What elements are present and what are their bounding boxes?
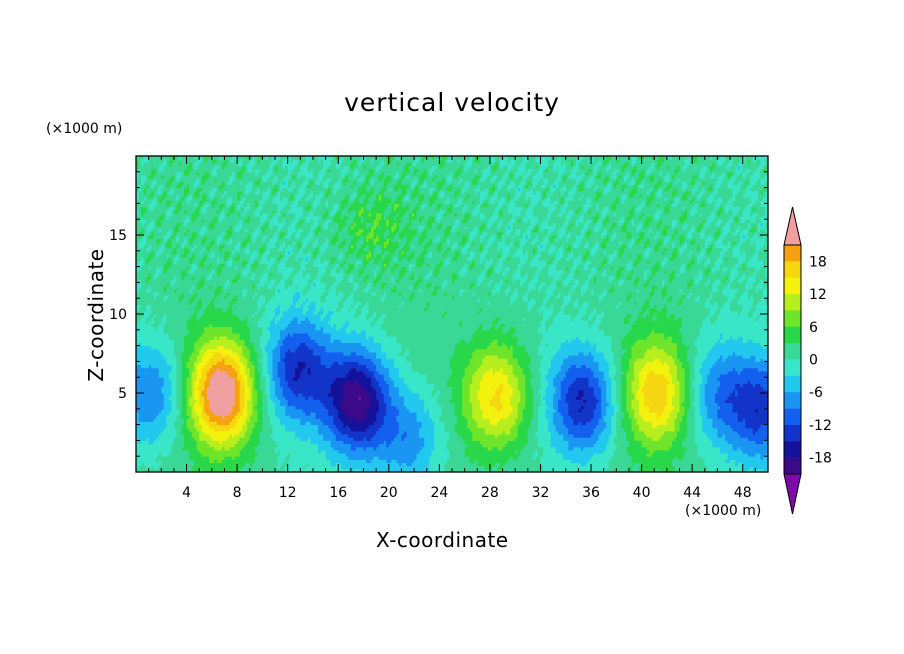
y-tick-label: 10: [109, 307, 127, 323]
y-tick-label: 15: [109, 228, 127, 244]
colorbar-band: [784, 278, 801, 295]
x-tick-label: 24: [430, 485, 448, 501]
x-tick-label: 16: [329, 485, 347, 501]
colorbar-band: [784, 392, 801, 409]
plot-area: [136, 156, 769, 473]
x-tick-label: 8: [233, 485, 242, 501]
colorbar: 18 12 6 0 -6 -12 -18: [784, 207, 832, 514]
colorbar-band: [784, 294, 801, 311]
x-tick-label: 4: [182, 485, 191, 501]
colorbar-band: [784, 441, 801, 458]
colorbar-tick-label: 0: [809, 353, 818, 369]
colorbar-band: [784, 409, 801, 426]
colorbar-tick-label: -12: [809, 418, 832, 434]
colorbar-upper-extension: [784, 207, 801, 245]
colorbar-band: [784, 376, 801, 393]
colorbar-band: [784, 310, 801, 327]
colorbar-band: [784, 327, 801, 344]
colorbar-tick-label: -18: [809, 451, 832, 467]
colorbar-band: [784, 245, 801, 262]
x-tick-label: 48: [734, 485, 752, 501]
colorbar-band: [784, 425, 801, 442]
x-tick-label: 36: [582, 485, 600, 501]
x-tick-label: 28: [481, 485, 499, 501]
colorbar-band: [784, 261, 801, 278]
y-tick-label: 5: [118, 386, 127, 402]
chart-svg: 4 8 12 16 20 24 28 32 36 40 44 4851015 181260-6-12-…: [0, 0, 904, 654]
x-tick-label: 32: [532, 485, 550, 501]
colorbar-lower-extension: [784, 474, 801, 514]
colorbar-band: [784, 343, 801, 360]
colorbar-tick-label: 6: [809, 320, 818, 336]
colorbar-tick-label: 18: [809, 254, 827, 270]
x-tick-label: 44: [683, 485, 701, 501]
colorbar-band: [784, 360, 801, 377]
colorbar-tick-label: -6: [809, 385, 823, 401]
colorbar-tick-label: 12: [809, 287, 827, 303]
x-tick-label: 20: [380, 485, 398, 501]
x-tick-label: 12: [279, 485, 297, 501]
colorbar-band: [784, 458, 801, 475]
x-tick-label: 40: [633, 485, 651, 501]
